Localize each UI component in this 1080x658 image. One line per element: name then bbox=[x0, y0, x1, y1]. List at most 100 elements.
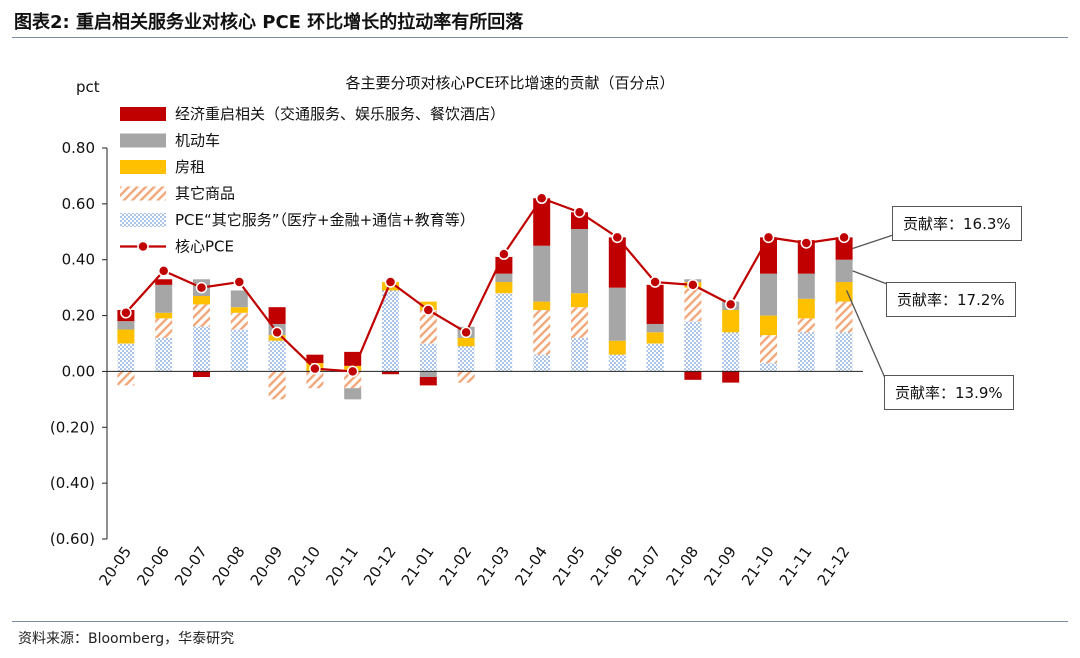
bar-vehicles-21-05 bbox=[571, 228, 588, 294]
legend-label-vehicles: 机动车 bbox=[175, 132, 220, 150]
bar-vehicles-21-07 bbox=[646, 323, 664, 333]
leader-vehicles bbox=[852, 270, 888, 285]
core-pce-point-20-12 bbox=[384, 276, 397, 288]
bar-reopening-20-09 bbox=[268, 307, 286, 324]
x-tick-label-20-09: 20-09 bbox=[247, 543, 287, 589]
bar-other_goods-20-10 bbox=[306, 371, 324, 389]
legend-label-other_services: PCE“其它服务”（医疗+金融+通信+教育等） bbox=[175, 211, 475, 229]
bar-other_services-21-08 bbox=[684, 321, 702, 372]
bar-reopening-21-01 bbox=[419, 377, 437, 386]
bar-reopening-21-07 bbox=[646, 284, 664, 324]
x-axis: 20-0520-0620-0720-0820-0920-1020-1120-12… bbox=[95, 370, 863, 589]
bar-other_services-21-02 bbox=[457, 346, 475, 372]
core-pce-point-21-04 bbox=[535, 192, 548, 205]
title-rule bbox=[12, 37, 1068, 38]
bar-other_goods-21-02 bbox=[457, 371, 475, 383]
core-pce-point-20-11 bbox=[346, 365, 359, 378]
core-pce-point-21-09 bbox=[724, 298, 737, 311]
bar-other_services-21-03 bbox=[495, 293, 513, 372]
callout-leaders bbox=[846, 234, 894, 379]
core-pce-line-layer bbox=[120, 192, 850, 378]
bar-other_goods-20-05 bbox=[117, 371, 135, 386]
bar-vehicles-20-08 bbox=[230, 290, 248, 308]
x-tick-label-21-11: 21-11 bbox=[776, 543, 816, 589]
bar-other_services-21-07 bbox=[646, 343, 664, 372]
x-tick-label-20-05: 20-05 bbox=[95, 543, 135, 589]
bar-reopening-21-12 bbox=[835, 237, 853, 260]
leader-rent bbox=[846, 290, 886, 379]
legend-swatch-vehicles bbox=[120, 133, 166, 148]
bar-other_goods-20-06 bbox=[155, 318, 173, 338]
bar-other_goods-21-12 bbox=[835, 301, 853, 333]
y-tick-label: 0.80 bbox=[62, 139, 95, 157]
bar-reopening-20-06 bbox=[155, 279, 173, 285]
legend-label-rent: 房租 bbox=[175, 158, 205, 176]
bar-other_services-20-08 bbox=[230, 329, 248, 372]
bar-rent-21-04 bbox=[533, 301, 551, 310]
bar-rent-21-10 bbox=[760, 315, 777, 336]
bar-other_services-20-09 bbox=[268, 340, 286, 372]
chart-title: 各主要分项对核心PCE环比增速的贡献（百分点） bbox=[346, 74, 675, 92]
x-tick-label-21-01: 21-01 bbox=[398, 543, 438, 589]
bar-reopening-20-10 bbox=[306, 354, 324, 364]
x-tick-label-20-06: 20-06 bbox=[133, 543, 173, 589]
core-pce-point-21-08 bbox=[687, 279, 699, 291]
bar-other_services-21-11 bbox=[797, 332, 815, 372]
footer-rule bbox=[12, 621, 1068, 622]
bar-rent-20-08 bbox=[230, 307, 248, 313]
callout-rent-share: 贡献率：13.9% bbox=[884, 375, 1014, 410]
bar-vehicles-21-01 bbox=[419, 371, 437, 378]
bar-other_services-20-06 bbox=[155, 337, 173, 372]
bar-vehicles-20-06 bbox=[155, 284, 173, 313]
bar-reopening-21-11 bbox=[797, 240, 815, 274]
bar-rent-21-07 bbox=[646, 332, 664, 344]
bar-rent-21-12 bbox=[835, 282, 853, 302]
core-pce-point-21-12 bbox=[838, 231, 850, 244]
bar-vehicles-20-11 bbox=[344, 388, 362, 400]
core-pce-point-21-11 bbox=[800, 237, 813, 249]
x-tick-label-21-02: 21-02 bbox=[436, 543, 476, 589]
callout-reopening-share: 贡献率：16.3% bbox=[892, 206, 1022, 241]
bar-other_services-20-12 bbox=[382, 290, 399, 372]
bar-other_goods-21-11 bbox=[797, 318, 815, 333]
legend-marker-core-pce bbox=[137, 240, 149, 253]
bar-reopening-20-07 bbox=[193, 371, 210, 378]
y-tick-label: (0.20) bbox=[50, 418, 95, 436]
y-tick-label: 0.60 bbox=[62, 195, 95, 213]
x-tick-label-21-09: 21-09 bbox=[700, 543, 740, 589]
y-axis-label: pct bbox=[76, 78, 100, 96]
bar-other_services-21-09 bbox=[722, 332, 740, 372]
leader-reopening bbox=[852, 234, 894, 250]
x-tick-label-21-08: 21-08 bbox=[662, 543, 702, 589]
core-pce-point-20-05 bbox=[120, 307, 132, 319]
bar-other_goods-20-07 bbox=[193, 304, 210, 327]
bar-other_services-21-01 bbox=[419, 343, 437, 372]
core-pce-point-21-10 bbox=[762, 231, 775, 244]
bar-rent-21-06 bbox=[608, 340, 626, 355]
bar-vehicles-21-04 bbox=[533, 245, 551, 302]
bar-other_goods-20-09 bbox=[268, 371, 286, 400]
x-tick-label-21-03: 21-03 bbox=[473, 543, 513, 589]
bar-reopening-21-04 bbox=[533, 198, 551, 246]
x-tick-label-21-10: 21-10 bbox=[738, 543, 778, 589]
bar-other_services-21-05 bbox=[571, 337, 588, 372]
legend-label-other_goods: 其它商品 bbox=[175, 185, 235, 203]
bar-rent-21-09 bbox=[722, 309, 740, 333]
bar-reopening-21-06 bbox=[608, 237, 626, 288]
bar-rent-20-06 bbox=[155, 312, 173, 319]
y-axis: 0.80 0.60 0.40 0.20 0.00 (0.20) (0.40) (0.60) bbox=[50, 139, 108, 548]
legend-swatch-other_goods bbox=[120, 186, 166, 201]
x-tick-label-21-06: 21-06 bbox=[587, 543, 627, 589]
y-tick-label: (0.40) bbox=[50, 474, 95, 492]
bar-other_services-21-12 bbox=[835, 332, 853, 372]
core-pce-point-21-02 bbox=[460, 326, 472, 339]
legend-swatch-rent bbox=[120, 160, 166, 174]
bar-vehicles-21-06 bbox=[608, 287, 626, 341]
core-pce-point-21-05 bbox=[573, 206, 586, 218]
bar-other_services-20-07 bbox=[193, 326, 210, 372]
bar-reopening-20-12 bbox=[382, 371, 399, 375]
core-pce-line bbox=[125, 196, 845, 373]
bar-vehicles-21-11 bbox=[797, 273, 815, 299]
x-tick-label-20-11: 20-11 bbox=[322, 543, 362, 589]
core-pce-point-20-10 bbox=[309, 362, 321, 375]
